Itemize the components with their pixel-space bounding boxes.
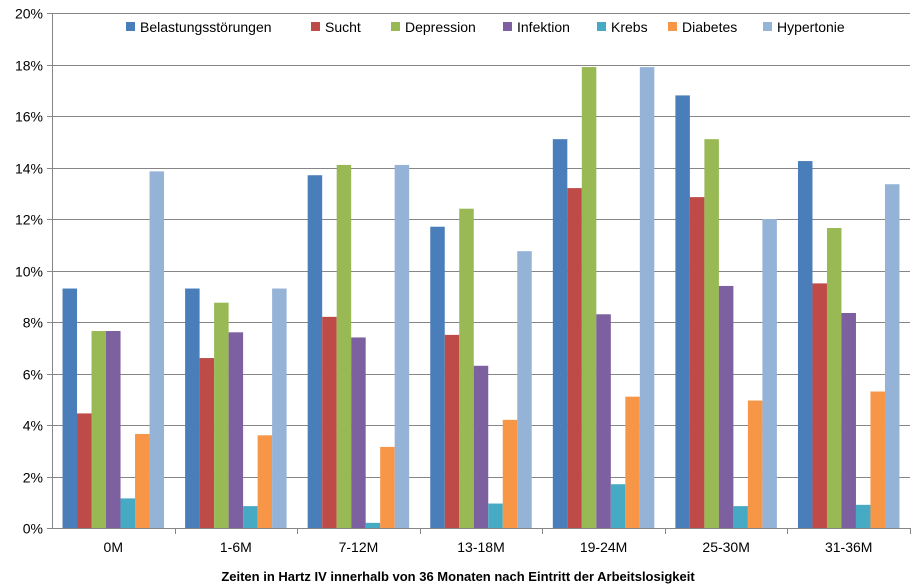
bar [185,288,200,528]
bar [307,175,323,528]
y-tick-label: 18% [15,58,43,74]
legend-swatch [126,22,135,31]
bars [62,67,900,529]
bar [610,484,626,528]
bar [552,139,568,529]
legend-swatch [597,22,606,31]
legend-item: Infektion [503,19,570,35]
x-tick-label: 13-18M [457,539,504,555]
bar [228,332,244,528]
bar [272,288,287,528]
legend-swatch [763,22,772,31]
bar [704,139,719,529]
bar [243,506,258,528]
x-tick-label: 7-12M [339,539,379,555]
axes: 0% 2% 4% 6% 8% 10% 12% 14% 16% 18% 20% 0M 1-6M 7-12M 1… [15,6,911,555]
bar [718,285,734,528]
bar [77,413,92,528]
bar [675,95,690,529]
legend-item: Krebs [597,19,648,35]
legend-swatch [311,22,320,31]
legend-label: Diabetes [682,19,737,35]
y-tick-label: 2% [23,470,43,486]
bar [841,312,856,528]
legend: Belastungsstörungen Sucht Depression Infekt… [126,19,845,35]
x-tick-label: 19-24M [580,539,627,555]
bar [135,434,150,528]
bar [625,396,640,528]
bar [336,164,352,529]
legend-item: Sucht [311,19,361,35]
legend-item: Diabetes [668,19,737,35]
y-tick-label: 10% [15,264,43,280]
legend-label: Infektion [517,19,570,35]
y-tick-label: 8% [23,315,43,331]
bar [106,331,121,528]
bar [762,219,777,528]
y-tick-label: 12% [15,212,43,228]
bar [596,314,611,528]
bar [257,435,273,528]
bar [199,358,215,528]
bar [120,498,136,528]
bar [517,251,532,528]
legend-label: Depression [405,19,476,35]
y-tick-label: 6% [23,367,43,383]
bar [214,302,229,528]
bar [380,446,395,528]
bar [567,188,582,528]
x-axis-title: Zeiten in Hartz IV innerhalb von 36 Mona… [221,569,695,584]
y-tick-label: 14% [15,161,43,177]
bar [689,197,705,529]
bar [488,503,503,528]
legend-swatch [391,22,400,31]
bar [430,226,445,528]
x-tick-label: 0M [104,539,123,555]
bar [91,331,107,528]
legend-label: Belastungsstörungen [140,19,272,35]
bar [365,522,381,528]
legend-label: Hypertonie [777,19,845,35]
y-tick-label: 20% [15,6,43,22]
legend-item: Hypertonie [763,19,845,35]
legend-swatch [668,22,677,31]
bar [855,504,871,528]
bar [502,419,518,528]
legend-item: Depression [391,19,476,35]
legend-label: Sucht [325,19,361,35]
bar [826,228,842,528]
bar [351,337,366,528]
y-tick-label: 4% [23,418,43,434]
bar [394,164,410,529]
bar [459,208,474,528]
y-tick-label: 0% [23,521,43,537]
bar [473,365,489,528]
legend-swatch [503,22,512,31]
bar [322,316,337,528]
x-tick-label: 31-36M [825,539,872,555]
bar [581,67,597,528]
x-tick-label: 25-30M [702,539,749,555]
bar [812,283,827,528]
bar [444,334,460,528]
bar [149,171,165,529]
bar [639,67,655,528]
bar [797,161,813,528]
bar [870,391,885,528]
bar [884,184,900,529]
bar [733,506,748,528]
legend-item: Belastungsstörungen [126,19,272,35]
y-tick-label: 16% [15,109,43,125]
x-tick-label: 1-6M [220,539,252,555]
bar [62,288,78,528]
bar [747,400,763,528]
legend-label: Krebs [611,19,648,35]
